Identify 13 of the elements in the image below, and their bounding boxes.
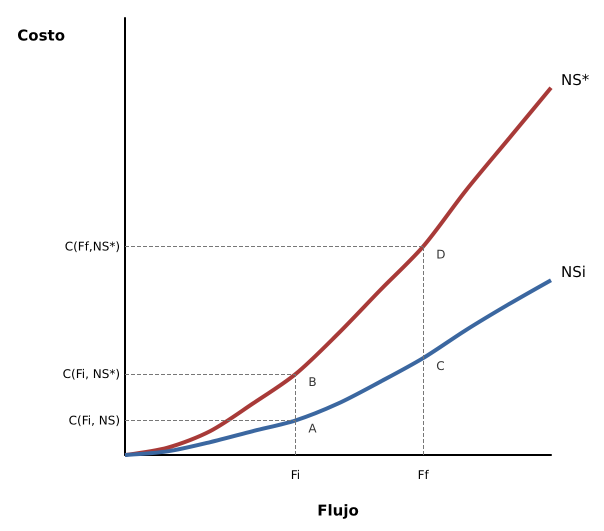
ref-line-label: C(Fi, NS*) (62, 367, 120, 382)
ref-line-label: C(Fi, NS) (68, 413, 120, 428)
x-tick-label: Ff (418, 468, 430, 482)
annotation: D (436, 247, 446, 262)
annotation: A (308, 421, 318, 436)
ref-line-label: C(Ff,NS*) (64, 239, 120, 254)
y-axis-title: Costo (17, 26, 65, 44)
annotation: B (308, 375, 317, 390)
series-label: NS* (561, 70, 590, 89)
x-axis-title: Flujo (317, 502, 359, 520)
annotation: C (436, 359, 445, 374)
x-tick-label: Fi (290, 468, 300, 482)
series-label: NSi (561, 263, 586, 282)
